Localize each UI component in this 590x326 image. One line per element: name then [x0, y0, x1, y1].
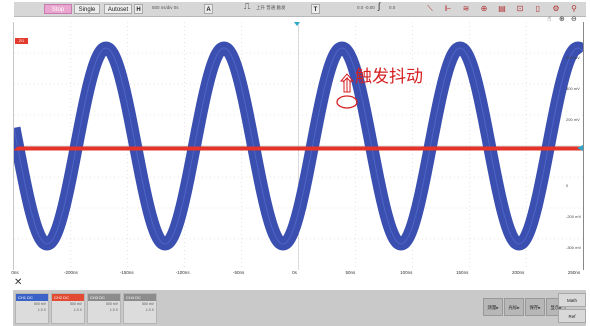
x-tick-label: 250ns [567, 270, 581, 275]
trigger-button[interactable]: T [311, 4, 320, 14]
channel-tag: 2/1 [15, 38, 28, 44]
channel-setting: 1.0 X [73, 308, 82, 312]
channel-panel-ch4[interactable]: CH4 DC 500 mV 1.0 X [123, 293, 157, 324]
channel-header: CH2 DC [52, 294, 84, 301]
channel-header: CH1 DC [16, 294, 48, 301]
menu-button[interactable]: 光标▸ [504, 298, 524, 316]
channel-setting: 1.0 X [145, 308, 154, 312]
single-button[interactable]: Single [74, 4, 100, 14]
trigger-position-marker [294, 22, 300, 26]
y-tick-label: 300 mV [566, 86, 580, 91]
jitter-annotation: 触发抖动 [355, 67, 423, 87]
y-tick-label: -300 mV [566, 245, 582, 250]
menu-button[interactable]: 测量▸ [483, 298, 503, 316]
help-icon[interactable]: ⚲ [571, 4, 577, 13]
channel-header: CH3 DC [88, 294, 120, 301]
menu-button[interactable]: 保存▸ [525, 298, 545, 316]
run-stop-button[interactable]: Stop [44, 4, 72, 14]
ch2-waveform [14, 146, 583, 151]
y-tick-label: -200 mV [566, 214, 582, 219]
trigger-level-readout: 0.0 -0.00 [357, 5, 375, 10]
tools-icon[interactable]: ✕ [14, 277, 23, 288]
horizontal-button[interactable]: H [134, 4, 143, 14]
x-tick-label: -200ns [64, 270, 78, 275]
bottom-control-bar: CH1 DC 500 mV 1.0 X CH2 DC 500 mV 1.0 X CH3 DC… [13, 290, 586, 326]
zoom-in-icon[interactable]: ⊕ [559, 16, 565, 23]
side-button-math[interactable]: Math [558, 293, 586, 307]
zoom-out-icon[interactable]: ⊖ [571, 16, 577, 23]
jitter-highlight-ellipse [336, 95, 358, 109]
x-tick-label: 50ns [345, 270, 356, 275]
channel-setting: 500 mV [141, 302, 154, 306]
acquire-button[interactable]: A [204, 4, 213, 14]
y-tick-label: 400 mV [566, 55, 580, 60]
trigger-mode-readout: 上升 普通 触发 [256, 5, 286, 10]
channel-panel-ch1[interactable]: CH1 DC 500 mV 1.0 X [15, 293, 49, 324]
trigger-extra-readout: 0.0 [389, 5, 396, 10]
rising-edge-icon: ⎍ [244, 1, 251, 11]
grid-icon[interactable]: ▤ [498, 4, 506, 13]
channel-setting: 1.0 X [109, 308, 118, 312]
x-tick-label: 200ns [511, 270, 525, 275]
x-tick-label: 0s [292, 270, 297, 275]
channel-setting: 500 mV [69, 302, 82, 306]
ch1-offset-marker [14, 142, 18, 150]
waveform-svg [14, 22, 583, 270]
channel-setting: 500 mV [105, 302, 118, 306]
channel-setting: 1.0 X [37, 308, 46, 312]
x-tick-label: 0ns [11, 270, 19, 275]
channel-panel-ch3[interactable]: CH3 DC 500 mV 1.0 X [87, 293, 121, 324]
ch1-waveform-core [14, 47, 583, 245]
channel-setting: 500 mV [33, 302, 46, 306]
top-toolbar: Stop Single Autoset H 500 ns/div 0s A ⎍ … [14, 1, 586, 17]
timebase-readout: 500 ns/div 0s [152, 5, 179, 10]
save-icon[interactable]: ▯ [535, 4, 541, 13]
cursor-tool-icon[interactable]: ⟍ [427, 4, 433, 13]
x-tick-label: -150ns [119, 270, 134, 275]
target-icon[interactable]: ⊕ [480, 4, 488, 13]
autoset-button[interactable]: Autoset [104, 4, 132, 14]
waveform-display[interactable]: 2/1 触发抖动 [13, 22, 584, 270]
x-tick-label: 100ns [400, 270, 413, 275]
hand-pan-icon[interactable]: ☝ [547, 16, 552, 23]
slope-icon: ∫ [378, 1, 381, 11]
settings-icon[interactable]: ⚙ [552, 4, 560, 13]
trigger-level-marker [577, 145, 583, 151]
y-tick-label: 200 mV [566, 117, 580, 122]
up-arrow [339, 73, 355, 93]
x-tick-label: -100ns [175, 270, 190, 275]
math-tool-icon[interactable]: ≋ [462, 4, 470, 13]
channel-header: CH4 DC [124, 294, 156, 301]
side-button-ref[interactable]: Ref [558, 309, 586, 323]
measure-tool-icon[interactable]: ⊩ [444, 4, 452, 13]
zoom-box-icon[interactable]: ⊡ [516, 4, 524, 13]
channel-panel-ch2[interactable]: CH2 DC 500 mV 1.0 X [51, 293, 85, 324]
x-tick-label: -50ns [232, 270, 245, 275]
x-tick-label: 150ns [456, 270, 469, 275]
y-tick-label: 0 [566, 183, 569, 188]
